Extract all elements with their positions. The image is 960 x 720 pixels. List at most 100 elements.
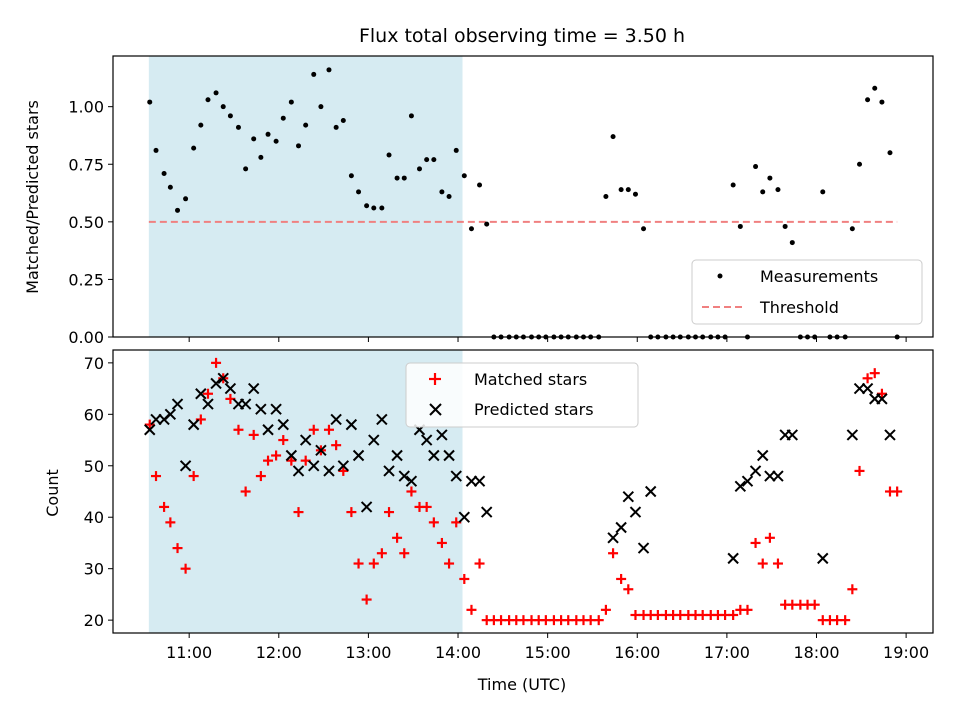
measurement-point	[340, 117, 346, 123]
top-y-tick-label: 1.00	[68, 98, 104, 117]
measurement-point	[618, 187, 624, 193]
predicted-star-point-b	[337, 460, 350, 472]
predicted-star-point-b	[144, 424, 156, 436]
predicted-star-point	[741, 475, 754, 487]
matched-star-point	[384, 507, 395, 518]
predicted-star-point-b	[195, 388, 207, 400]
predicted-star-point	[480, 506, 493, 518]
predicted-star-point-b	[352, 449, 365, 462]
measurement-point	[258, 154, 264, 160]
chart-title: Flux total observing time = 3.50 h	[359, 25, 685, 47]
predicted-star-point-b	[398, 470, 410, 482]
matched-star-point	[474, 558, 485, 569]
x-axis-label: Time (UTC)	[477, 675, 566, 694]
top-y-axis-label: Matched/Predicted stars	[23, 100, 42, 294]
matched-star-point	[459, 573, 470, 584]
predicted-star-point	[144, 424, 156, 436]
measurement-point	[424, 157, 430, 163]
predicted-star-point	[210, 377, 222, 390]
measurement-point	[461, 173, 467, 179]
predicted-star-point-b	[473, 475, 486, 487]
matched-star-point	[361, 594, 372, 605]
matched-star-point	[809, 599, 820, 610]
matched-star-point	[854, 465, 865, 476]
predicted-star-point	[391, 449, 403, 462]
matched-star-point	[323, 424, 334, 435]
predicted-star-point	[861, 382, 874, 395]
matched-star-point	[308, 424, 319, 435]
predicted-star-point	[622, 490, 635, 503]
predicted-star-point-b	[345, 418, 358, 431]
matched-star-point	[840, 615, 851, 626]
measurement-point	[872, 85, 878, 91]
measurement-point	[333, 124, 339, 130]
predicted-star-point	[749, 465, 762, 477]
predicted-star-point-b	[772, 470, 784, 482]
measurement-point	[348, 173, 354, 179]
measurement-point	[767, 175, 773, 181]
predicted-star-point-b	[607, 532, 619, 544]
predicted-star-point	[171, 398, 184, 410]
predicted-star-point-b	[171, 398, 184, 410]
predicted-star-point-b	[217, 372, 229, 385]
measurement-point	[468, 226, 474, 232]
matched-star-point	[144, 419, 155, 430]
measurement-point	[296, 143, 302, 149]
measurement-point	[147, 99, 153, 105]
predicted-star-point	[443, 449, 455, 462]
measurement-point	[603, 194, 609, 199]
predicted-star-point-b	[757, 449, 769, 462]
legend-matched-marker	[429, 373, 441, 385]
matched-star-point	[263, 455, 274, 466]
predicted-star-point-b	[480, 506, 493, 518]
measurement-point	[641, 226, 647, 232]
matched-star-point	[240, 486, 251, 497]
measurement-point	[213, 90, 219, 96]
predicted-star-point-b	[629, 506, 642, 518]
matched-star-point	[338, 465, 349, 476]
measurement-point	[326, 67, 332, 73]
matched-star-point	[172, 543, 183, 554]
matched-star-point	[869, 368, 880, 379]
predicted-star-point-b	[210, 377, 222, 390]
predicted-star-point-b	[315, 444, 327, 457]
predicted-star-point	[187, 418, 200, 431]
matched-star-point	[399, 548, 410, 559]
bottom-y-tick-label: 20	[84, 611, 104, 630]
measurement-point	[311, 71, 317, 77]
predicted-star-point	[337, 460, 350, 472]
measurement-point	[849, 226, 855, 232]
predicted-star-point-b	[443, 449, 455, 462]
measurement-point	[183, 196, 189, 202]
matched-star-point	[764, 532, 775, 543]
predicted-star-point	[398, 470, 410, 482]
measurement-point	[318, 104, 324, 110]
bottom-y-tick-label: 50	[84, 457, 104, 476]
predicted-star-point-b	[428, 449, 440, 462]
measurement-point	[632, 191, 638, 197]
matched-star-point	[616, 573, 627, 584]
legend-measurements-marker	[717, 273, 723, 279]
measurement-point	[439, 189, 445, 195]
predicted-star-point	[772, 470, 784, 482]
predicted-star-point	[285, 449, 298, 462]
matched-star-point	[757, 558, 768, 569]
predicted-star-point-b	[786, 429, 799, 441]
legend-measurements-label: Measurements	[760, 267, 878, 286]
matched-star-point	[466, 604, 477, 615]
predicted-star-point-b	[458, 511, 471, 523]
bottom-panel-frame	[112, 349, 934, 634]
matched-star-point	[862, 373, 873, 384]
predicted-star-point	[345, 418, 358, 431]
predicted-star-point-b	[741, 475, 754, 487]
matched-star-point	[233, 424, 244, 435]
measurement-point	[737, 223, 743, 229]
bottom-x-tick-label: 15:00	[525, 643, 571, 662]
predicted-star-point	[202, 398, 214, 410]
predicted-star-point-b	[247, 382, 260, 395]
bottom-panel-marks	[144, 357, 903, 626]
predicted-star-point-b	[644, 485, 657, 498]
measurement-point	[386, 152, 392, 158]
measurement-point	[356, 189, 362, 195]
